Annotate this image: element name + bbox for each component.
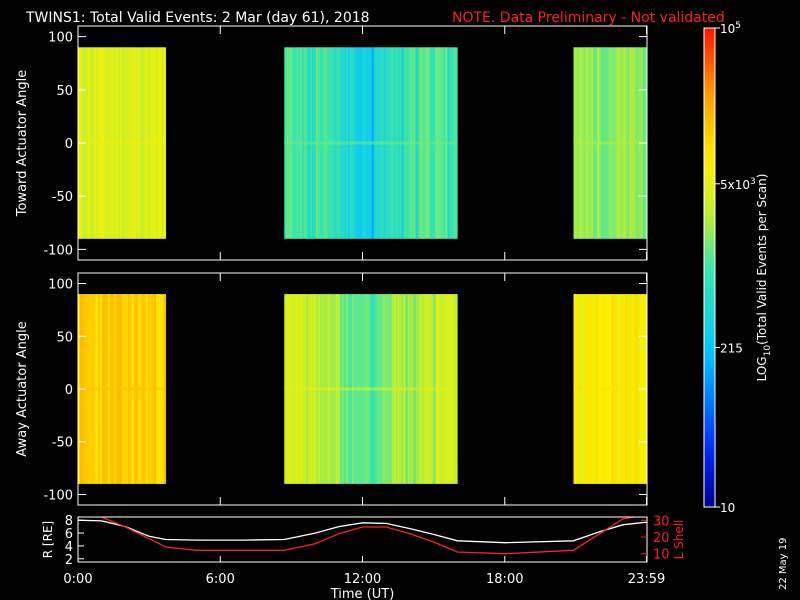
- x-tick-label: 0:00: [63, 572, 92, 587]
- y-axis-label: Away Actuator Angle: [15, 321, 30, 456]
- colorbar-tick-label: 105: [720, 21, 741, 36]
- colorbar-label: LOG10(Total Valid Events per Scan): [755, 174, 773, 382]
- y-tick-label: -50: [52, 190, 73, 205]
- left-y-tick-label: 4: [65, 540, 73, 555]
- colorbar-tick-label: 10: [720, 501, 735, 515]
- y-tick-label: -100: [43, 488, 73, 503]
- y-tick-label: 0: [65, 137, 73, 152]
- preliminary-note: NOTE. Data Preliminary - Not validated: [452, 10, 725, 26]
- y-tick-label: 0: [65, 383, 73, 398]
- y-tick-label: -100: [43, 243, 73, 258]
- r-series-line: [78, 519, 647, 544]
- x-tick-label: 6:00: [206, 572, 235, 587]
- y-tick-label: 100: [48, 31, 73, 46]
- toward-panel: 100 50 0 -50 -100 Toward Actuator Angle: [15, 25, 648, 261]
- y-axis-label: Toward Actuator Angle: [15, 70, 30, 217]
- right-y-tick-label: 10: [653, 548, 670, 563]
- zero-angle-band: [573, 141, 647, 145]
- colorbar-tick-label: 215: [720, 341, 743, 355]
- y-tick-label: 100: [48, 278, 73, 293]
- right-y-tick-label: 30: [653, 514, 670, 529]
- right-y-tick-label: 20: [653, 531, 670, 546]
- zero-angle-band: [284, 141, 458, 145]
- zero-angle-band: [573, 387, 647, 391]
- left-axis-label: R [RE]: [41, 521, 55, 558]
- x-tick-label: 23:59: [628, 572, 665, 587]
- away-panel: 100 50 0 -50 -100 Away Actuator Angle: [15, 272, 648, 506]
- l-shell-series-line: [101, 517, 640, 555]
- zero-angle-band: [78, 141, 166, 145]
- left-y-tick-label: 6: [65, 527, 73, 542]
- figure-title: TWINS1: Total Valid Events: 2 Mar (day 6…: [25, 10, 370, 26]
- zero-angle-band: [78, 387, 166, 391]
- colorbar-scale: [703, 27, 716, 508]
- x-tick-label: 12:00: [344, 572, 381, 587]
- y-tick-label: -50: [52, 436, 73, 451]
- zero-angle-band: [284, 387, 458, 391]
- x-tick-label: 18:00: [486, 572, 523, 587]
- date-stamp: 22 May 19: [778, 538, 789, 590]
- colorbar-tick-label: 5x103: [720, 177, 756, 192]
- left-y-tick-label: 2: [65, 553, 73, 568]
- y-tick-label: 50: [56, 84, 73, 99]
- left-y-tick-label: 8: [65, 514, 73, 529]
- colorbar: 105 5x103 215 10 LOG10(Total Valid Events pe…: [703, 21, 773, 515]
- x-axis-label: Time (UT): [330, 587, 395, 600]
- right-axis-label: L Shell: [672, 520, 686, 560]
- y-tick-label: 50: [56, 330, 73, 345]
